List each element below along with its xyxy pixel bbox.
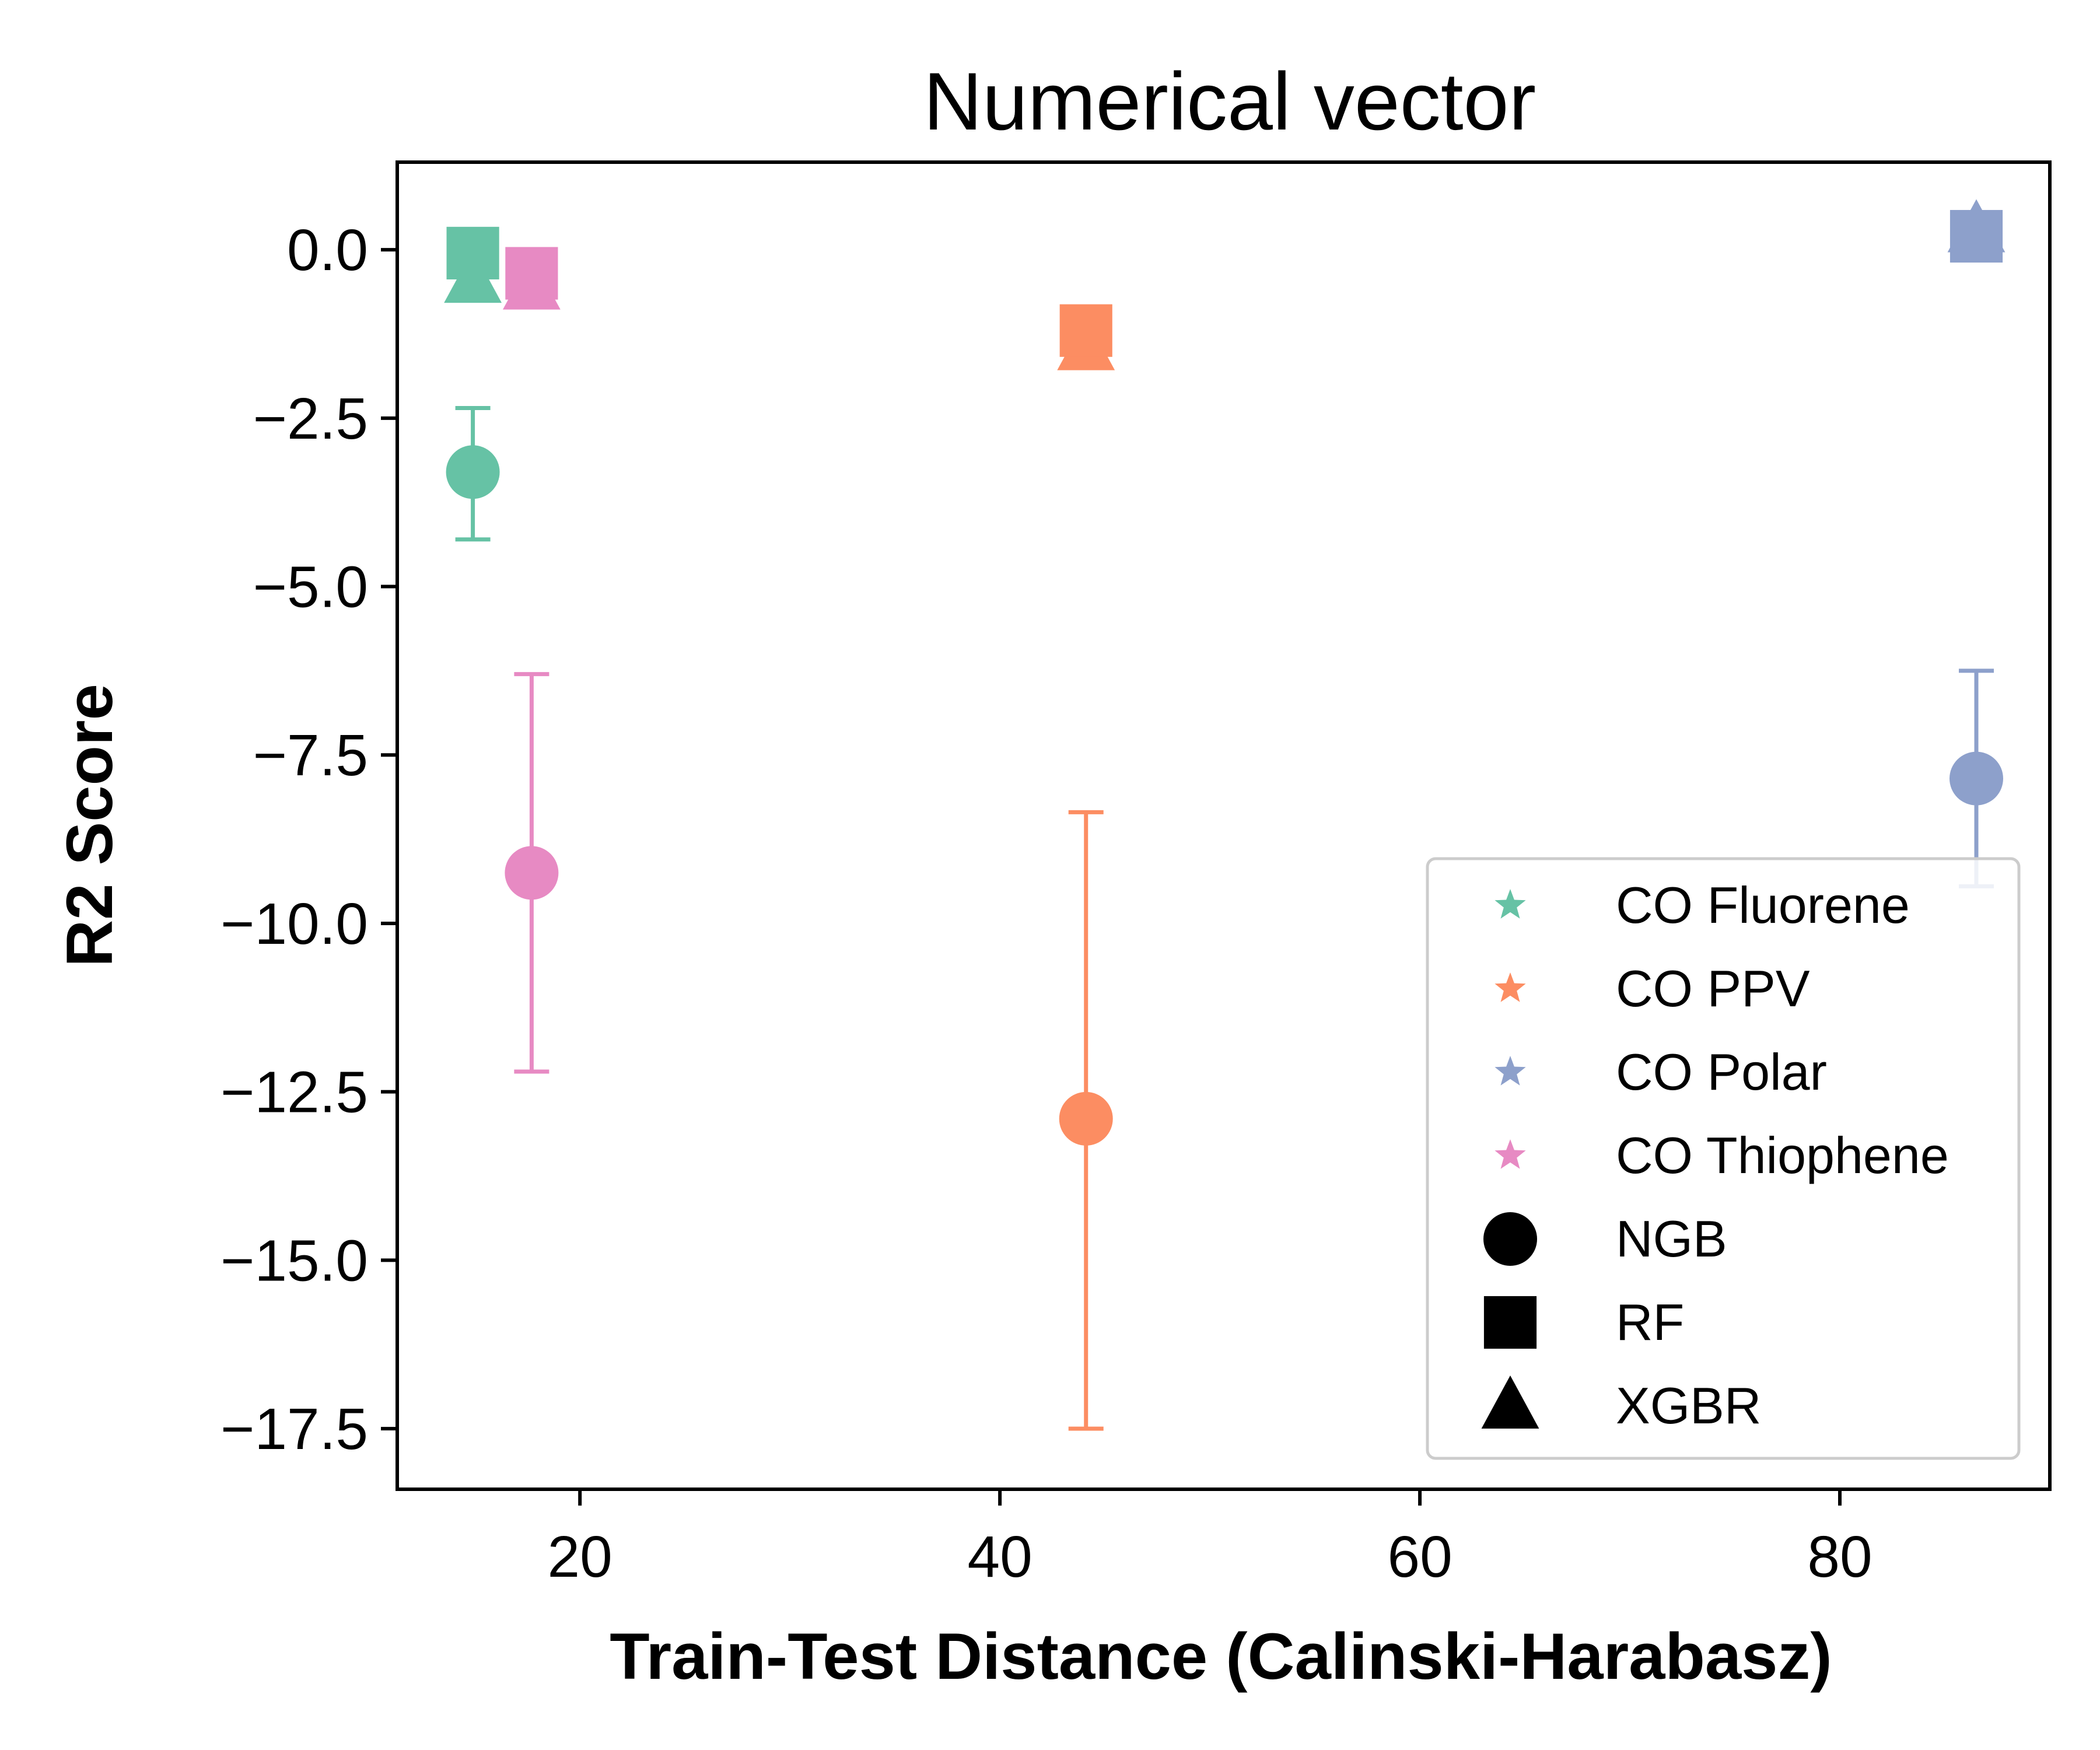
y-tick-label: −17.5 (220, 1396, 368, 1462)
data-point-ngb (1059, 1091, 1113, 1146)
y-tick-label: −12.5 (220, 1060, 368, 1125)
x-tick-label: 20 (548, 1524, 612, 1590)
legend-label: XGBR (1616, 1377, 1761, 1434)
y-tick-label: −7.5 (253, 723, 368, 788)
x-tick-label: 60 (1387, 1524, 1452, 1590)
plot-marks (444, 199, 2006, 1431)
y-tick-label: −2.5 (253, 386, 368, 452)
legend-label: CO Thiophene (1616, 1126, 1949, 1184)
legend-marker-circle (1483, 1212, 1537, 1266)
chart-title: Numerical vector (923, 55, 1536, 147)
x-axis-label: Train-Test Distance (Calinski-Harabasz) (610, 1620, 1832, 1693)
data-point-rf (1950, 209, 2003, 263)
x-tick-label: 40 (968, 1524, 1032, 1590)
plot-frame (396, 160, 2052, 1491)
x-tick-label: 80 (1807, 1524, 1872, 1590)
legend-box (1426, 857, 2021, 1460)
data-point-rf (446, 226, 499, 279)
data-point-ngb (446, 445, 500, 499)
legend-marker-star (1494, 972, 1526, 1002)
y-tick-label: −10.0 (220, 891, 368, 957)
y-tick-label: −5.0 (253, 555, 368, 620)
y-axis: 0.0 −2.5 −5.0 −7.5 −10.0 −12.5 −15.0 −17.5 (220, 218, 397, 1462)
legend-marker-star (1494, 1139, 1526, 1169)
legend-label: RF (1616, 1293, 1684, 1351)
legend-label: CO Polar (1616, 1043, 1827, 1101)
legend-label: CO PPV (1616, 960, 1810, 1017)
legend-label: CO Fluorene (1616, 876, 1910, 934)
data-point-rf (1059, 304, 1112, 357)
x-axis: 20 40 60 80 (548, 1489, 1873, 1590)
y-axis-label: R2 Score (53, 684, 126, 967)
y-tick-label: −15.0 (220, 1228, 368, 1293)
legend-marker-square (1483, 1296, 1537, 1349)
data-point-rf (505, 247, 558, 300)
y-tick-label: 0.0 (287, 218, 368, 283)
legend-label: NGB (1616, 1210, 1727, 1268)
legend: CO Fluorene CO PPV CO Polar CO Thiophene NGB… (1426, 857, 2021, 1460)
legend-marker-triangle (1481, 1376, 1539, 1429)
data-point-ngb (1950, 751, 2004, 806)
data-point-ngb (505, 846, 559, 900)
legend-marker-star (1494, 889, 1526, 919)
legend-marker-star (1494, 1056, 1526, 1086)
